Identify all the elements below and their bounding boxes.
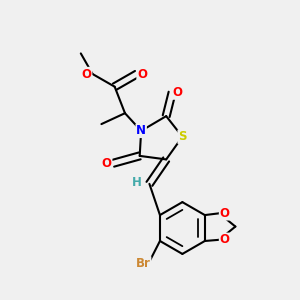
Text: N: N [136, 124, 146, 137]
Text: H: H [132, 176, 142, 189]
Text: S: S [178, 130, 187, 143]
Text: O: O [82, 68, 92, 80]
Text: Br: Br [136, 257, 151, 270]
Text: O: O [102, 157, 112, 170]
Text: O: O [172, 86, 182, 99]
Text: O: O [137, 68, 147, 80]
Text: O: O [220, 207, 230, 220]
Text: O: O [220, 233, 230, 246]
